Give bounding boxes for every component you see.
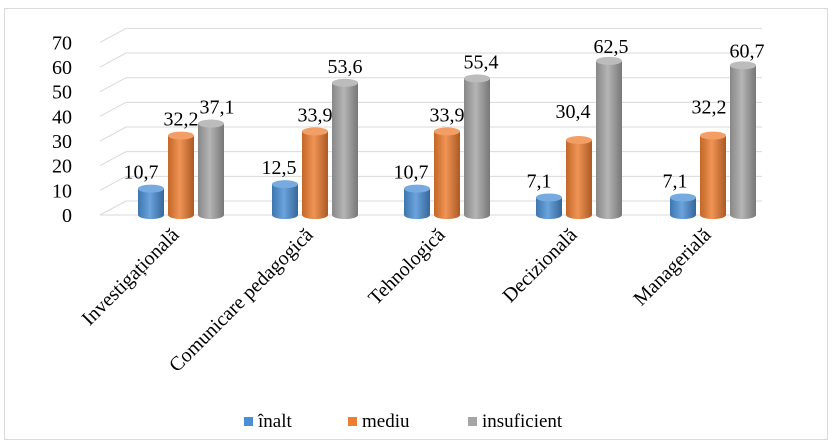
bar-top <box>464 74 490 83</box>
data-label: 53,6 <box>328 56 363 78</box>
data-label: 7,1 <box>663 170 688 192</box>
data-label: 33,9 <box>298 104 333 126</box>
bar-top <box>168 131 194 140</box>
data-label: 30,4 <box>556 101 591 123</box>
x-category-label: Comunicare pedagogică <box>165 224 318 377</box>
gridline <box>99 52 762 68</box>
gridline <box>99 77 762 93</box>
legend-label: insuficient <box>482 411 563 432</box>
legend-swatch <box>468 417 477 426</box>
legend-item-mediu: mediu <box>348 411 410 432</box>
data-label: 32,2 <box>692 97 727 119</box>
y-tick-label: 70 <box>52 32 72 54</box>
bar-body <box>566 140 592 219</box>
bar-body <box>198 123 224 219</box>
data-label: 33,9 <box>430 104 465 126</box>
bar-top <box>302 127 328 136</box>
gridline <box>99 27 762 43</box>
gridline <box>99 175 762 191</box>
bar-top <box>700 131 726 140</box>
bar-top <box>566 136 592 145</box>
data-label: 12,5 <box>262 157 297 179</box>
bar-body <box>700 135 726 219</box>
y-tick-label: 0 <box>62 205 72 227</box>
legend: înalt mediu insuficient <box>244 411 563 432</box>
bar-body <box>332 82 358 219</box>
bar-top <box>670 193 696 202</box>
bar-body <box>536 197 562 219</box>
gridline <box>99 126 762 142</box>
data-label: 37,1 <box>200 97 235 119</box>
y-tick-label: 20 <box>52 156 72 178</box>
bar-body <box>464 78 490 219</box>
legend-swatch <box>244 417 253 426</box>
gridline <box>99 151 762 167</box>
bar-înalt <box>670 193 696 219</box>
chart-frame <box>4 8 828 440</box>
bar-insuficient <box>730 61 756 219</box>
bar-body <box>404 188 430 219</box>
bar-insuficient <box>596 56 622 219</box>
data-label: 60,7 <box>730 40 765 62</box>
bar-mediu <box>700 131 726 219</box>
legend-label: înalt <box>257 411 292 432</box>
bar-insuficient <box>464 74 490 219</box>
legend-item-înalt: înalt <box>244 411 292 432</box>
bar-body <box>272 184 298 219</box>
data-labels: 10,732,237,112,533,953,610,733,955,47,13… <box>124 36 765 193</box>
bar-top <box>198 119 224 128</box>
y-tick-label: 60 <box>52 57 72 79</box>
bar-top <box>404 184 430 193</box>
y-tick-label: 30 <box>52 131 72 153</box>
bar-top <box>332 78 358 87</box>
bar-body <box>730 65 756 219</box>
data-label: 10,7 <box>394 162 429 184</box>
bar-înalt <box>536 193 562 219</box>
bar-înalt <box>138 184 164 219</box>
bar-insuficient <box>332 78 358 219</box>
bar-mediu <box>566 136 592 219</box>
bar-mediu <box>168 131 194 219</box>
data-label: 55,4 <box>464 51 499 73</box>
bar-mediu <box>302 127 328 219</box>
bar-insuficient <box>198 119 224 219</box>
bar-top <box>596 56 622 65</box>
legend-label: mediu <box>362 411 410 432</box>
y-tick-label: 40 <box>52 106 72 128</box>
y-tick-label: 10 <box>52 180 72 202</box>
data-label: 7,1 <box>527 170 552 192</box>
bar-body <box>670 197 696 219</box>
x-category-label: Decizională <box>498 224 581 307</box>
bar-top <box>730 61 756 70</box>
bar-body <box>302 131 328 219</box>
bar-mediu <box>434 127 460 219</box>
bar-body <box>138 188 164 219</box>
bar-body <box>168 135 194 219</box>
x-category-label: Managerială <box>629 224 715 310</box>
gridline <box>99 101 762 117</box>
x-category-label: Tehnologică <box>364 224 449 309</box>
bar-înalt <box>272 180 298 219</box>
legend-swatch <box>348 417 357 426</box>
bar-body <box>434 131 460 219</box>
x-category-label: Investigațională <box>78 224 184 330</box>
y-tick-label: 50 <box>52 82 72 104</box>
bar-top <box>138 184 164 193</box>
bar-body <box>596 60 622 219</box>
bar-top <box>434 127 460 136</box>
bar-top <box>536 193 562 202</box>
data-label: 32,2 <box>164 109 199 131</box>
bars <box>138 56 756 219</box>
legend-item-insuficient: insuficient <box>468 411 563 432</box>
bar-înalt <box>404 184 430 219</box>
data-label: 10,7 <box>124 162 159 184</box>
data-label: 62,5 <box>594 36 629 58</box>
bar-top <box>272 180 298 189</box>
